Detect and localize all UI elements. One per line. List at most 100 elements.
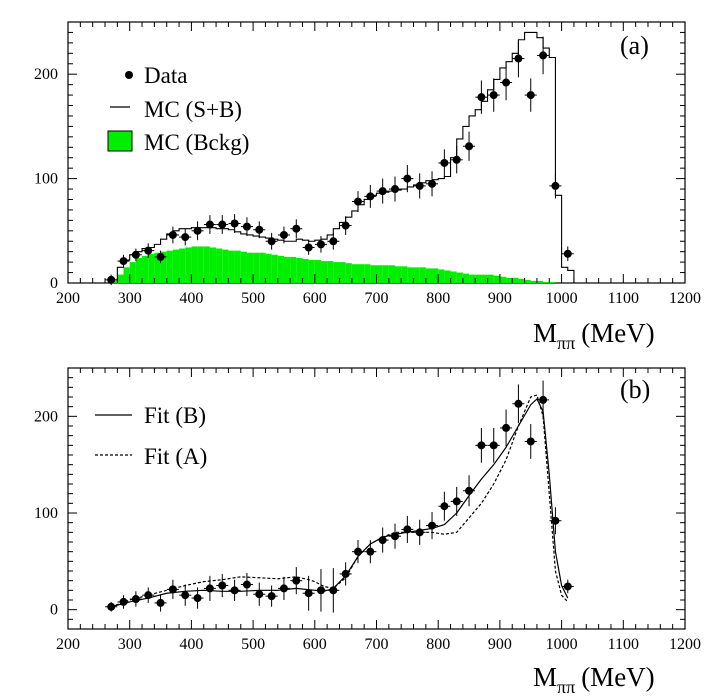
panel-a-data-point <box>329 237 338 246</box>
background-bin <box>536 280 544 283</box>
legend-data-marker <box>125 71 133 79</box>
panel-b-y-tick-label: 200 <box>34 408 58 425</box>
panel-a-data-point <box>230 219 239 228</box>
panel-b-x-tick-label: 800 <box>426 636 450 653</box>
background-bin <box>506 277 513 283</box>
background-bin <box>302 258 309 283</box>
panel-a-x-tick-label: 1100 <box>608 290 639 307</box>
panel-b-data-point <box>205 584 214 593</box>
panel-b-data-point <box>156 598 165 607</box>
panel-a-data-point <box>168 230 177 239</box>
panel-a-x-tick-label: 200 <box>56 290 80 307</box>
background-bin <box>271 254 278 283</box>
panel-a-data-point <box>218 220 227 229</box>
panel-b-data-point <box>378 536 387 545</box>
panel-b-data-point <box>428 521 437 530</box>
background-bin <box>395 266 402 283</box>
panel-b-data-point <box>242 580 251 589</box>
background-bin <box>487 274 494 283</box>
background-bin <box>462 273 470 283</box>
panel-a-data-point <box>502 78 511 87</box>
panel-a-x-tick-label: 800 <box>426 290 450 307</box>
panel-b-y-tick-label: 100 <box>34 505 58 522</box>
panel-a-x-tick-label: 600 <box>303 290 327 307</box>
panel-b-frame <box>67 367 686 630</box>
panel-a-x-tick-label: 500 <box>241 290 265 307</box>
background-bin <box>320 261 328 283</box>
panel-b-x-tick-label: 700 <box>365 636 389 653</box>
panel-b-data-point <box>563 582 572 591</box>
background-bin <box>253 252 260 283</box>
panel-b-data-point <box>119 597 128 606</box>
background-bin <box>543 281 550 283</box>
panel-a-x-axis-title: Mππ (MeV) <box>533 318 655 353</box>
panel-b-data-point <box>292 576 301 585</box>
panel-a-ticks: 200 300 400 500 600 700 800 900 1000 1100 1200 0 100… <box>34 21 701 307</box>
panel-a-data-point <box>514 54 523 63</box>
background-bin <box>475 274 482 283</box>
panel-b-ticks: 200 300 400 500 600 700 800 900 1000 1100 1200 0 100… <box>34 367 701 653</box>
panel-b-label: (b) <box>620 375 650 404</box>
panel-b-data-point <box>304 589 313 598</box>
background-bin <box>160 251 167 283</box>
panel-b-y-tick-label: 0 <box>50 602 58 619</box>
background-bin <box>518 278 525 283</box>
background-bin <box>228 250 235 283</box>
panel-a-data-point <box>403 174 412 183</box>
fit-b-curve <box>111 397 569 608</box>
background-bin <box>259 252 266 283</box>
panel-b-legend: Fit (B) Fit (A) <box>95 403 207 469</box>
background-bin <box>549 281 556 283</box>
panel-b-x-tick-label: 600 <box>303 636 327 653</box>
background-bin <box>382 265 389 283</box>
background-bin <box>444 270 451 283</box>
panel-a-data-point <box>539 51 548 60</box>
panel-b-x-tick-label: 500 <box>241 636 265 653</box>
panel-a-data-point <box>477 93 486 102</box>
panel-b-x-tick-label: 400 <box>179 636 203 653</box>
panel-a-x-tick-label: 700 <box>365 290 389 307</box>
background-bin <box>290 256 297 283</box>
panel-a-data-point <box>563 249 572 258</box>
panel-b-data-points <box>105 380 574 613</box>
panel-a-data-point <box>304 243 313 252</box>
panel-b-data-point <box>279 584 288 593</box>
panel-a-background-histogram <box>111 246 556 283</box>
background-bin <box>339 262 346 283</box>
panel-b-data-point <box>329 586 338 595</box>
panel-b-data-point <box>465 486 474 495</box>
panel-a: 200 300 400 500 600 700 800 900 1000 1100 1200 0 100… <box>34 21 701 353</box>
panel-b-data-point <box>452 497 461 506</box>
panel-b-data-point <box>341 569 350 578</box>
panel-b-x-tick-label: 1100 <box>608 636 639 653</box>
panel-b-data-point <box>267 592 276 601</box>
background-bin <box>499 276 507 283</box>
background-bin <box>327 261 334 283</box>
panel-a-data-point <box>489 91 498 100</box>
background-bin <box>419 267 426 283</box>
panel-a-data-point <box>279 230 288 239</box>
legend-data-label: Data <box>144 63 187 88</box>
background-bin <box>246 252 254 283</box>
panel-a-data-point <box>316 240 325 249</box>
panel-b-x-axis-title: Mππ (MeV) <box>533 662 655 697</box>
background-bin <box>432 268 439 283</box>
panel-b-data-point <box>316 586 325 595</box>
legend-bckg-label: MC (Bckg) <box>144 130 249 155</box>
legend-mc-label: MC (S+B) <box>144 97 242 122</box>
panel-a-data-point <box>353 197 362 206</box>
panel-a-x-tick-label: 900 <box>488 290 512 307</box>
panel-b-data-point <box>131 595 140 604</box>
panel-a-y-tick-label: 200 <box>34 66 58 83</box>
panel-a-data-point <box>452 155 461 164</box>
panel-a-x-tick-label: 400 <box>179 290 203 307</box>
panel-b-data-point <box>489 441 498 450</box>
panel-a-data-point <box>465 142 474 151</box>
panel-a-data-point <box>428 179 437 188</box>
panel-b-data-point <box>477 441 486 450</box>
panel-b-x-tick-label: 300 <box>118 636 142 653</box>
panel-b-x-tick-label: 1200 <box>669 636 701 653</box>
background-bin <box>222 249 229 283</box>
background-bin <box>240 251 247 283</box>
